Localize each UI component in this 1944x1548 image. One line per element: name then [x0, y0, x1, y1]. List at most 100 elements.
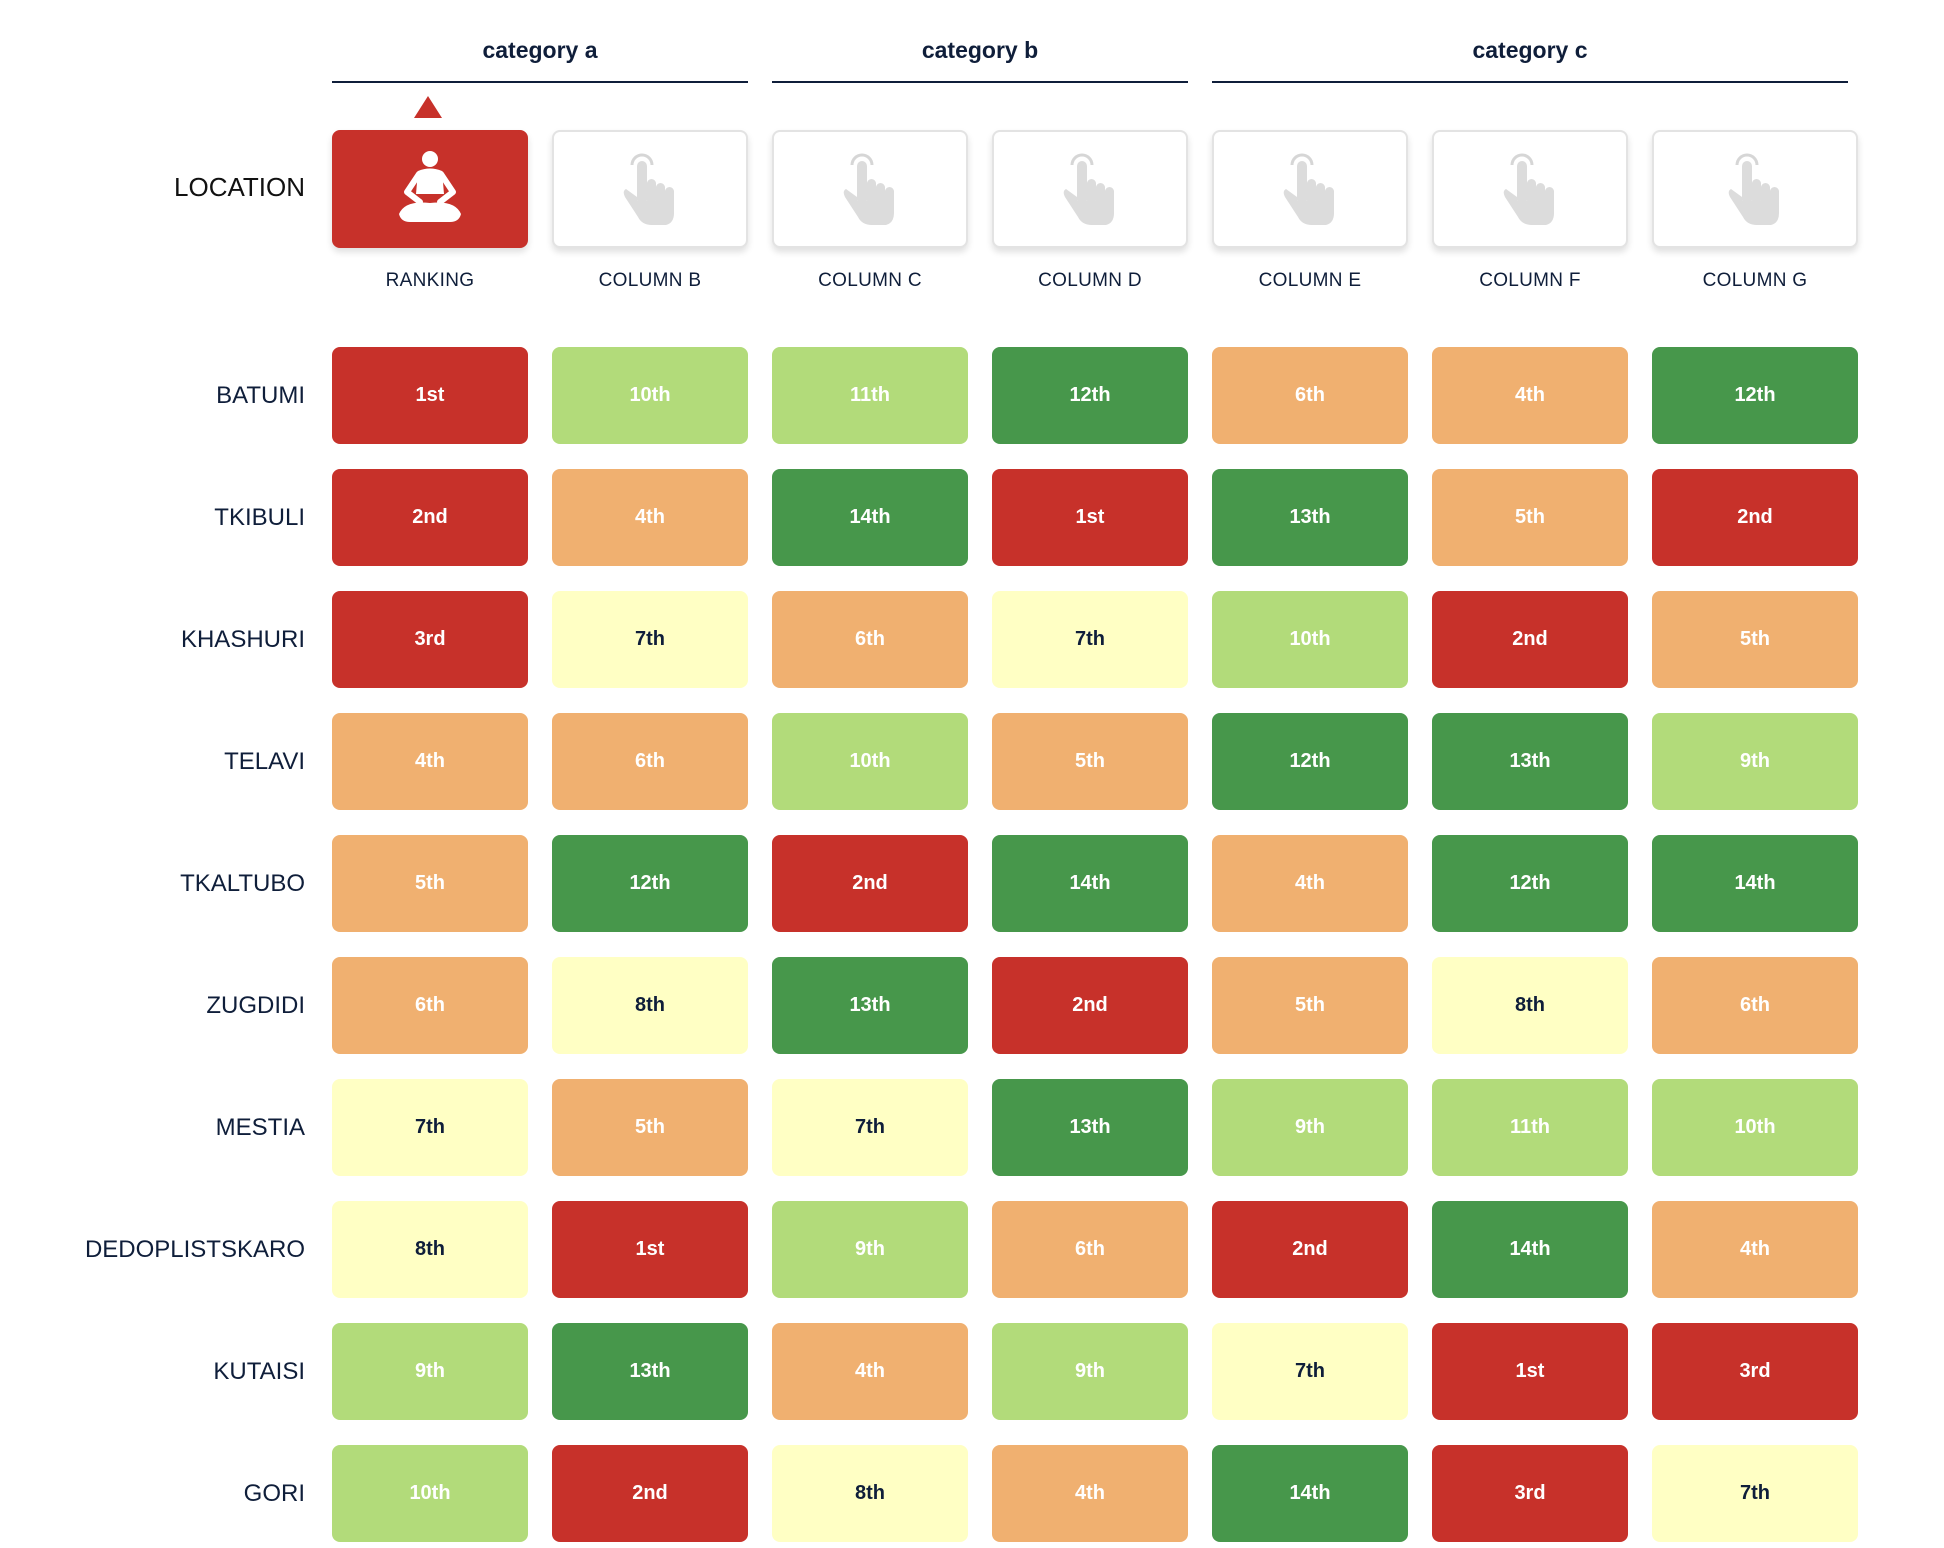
rank-cell-mestia-ranking: 7th: [332, 1079, 528, 1176]
meditation-icon: [399, 151, 461, 222]
location-column-header: LOCATION: [174, 172, 305, 202]
rank-cell-kutaisi-b: 13th: [552, 1323, 748, 1420]
column-c-sort-button[interactable]: [772, 130, 968, 248]
row-label-batumi: BATUMI: [216, 381, 305, 409]
rank-cell-telavi-b: 6th: [552, 713, 748, 810]
column-f-sort-button[interactable]: [1432, 130, 1628, 248]
rank-cell-khashuri-e: 10th: [1212, 591, 1408, 688]
category-header-a: category a: [332, 33, 748, 83]
rank-cell-gori-f: 3rd: [1432, 1445, 1628, 1542]
rank-cell-dedoplistskaro-e: 2nd: [1212, 1201, 1408, 1298]
rank-cell-gori-g: 7th: [1652, 1445, 1858, 1542]
rank-cell-mestia-c: 7th: [772, 1079, 968, 1176]
rank-cell-zugdidi-e: 5th: [1212, 957, 1408, 1054]
rank-cell-telavi-e: 12th: [1212, 713, 1408, 810]
rank-cell-tkaltubo-b: 12th: [552, 835, 748, 932]
rank-cell-tkaltubo-g: 14th: [1652, 835, 1858, 932]
rank-cell-khashuri-d: 7th: [992, 591, 1188, 688]
column-e-sort-button[interactable]: [1212, 130, 1408, 248]
rank-cell-gori-b: 2nd: [552, 1445, 748, 1542]
rank-cell-kutaisi-f: 1st: [1432, 1323, 1628, 1420]
tap-hand-icon: [1283, 153, 1334, 225]
rank-cell-tkibuli-b: 4th: [552, 469, 748, 566]
rank-cell-zugdidi-f: 8th: [1432, 957, 1628, 1054]
rank-cell-tkaltubo-f: 12th: [1432, 835, 1628, 932]
rank-cell-mestia-e: 9th: [1212, 1079, 1408, 1176]
sort-ascending-icon[interactable]: [414, 96, 442, 118]
rank-cell-batumi-e: 6th: [1212, 347, 1408, 444]
rank-cell-gori-d: 4th: [992, 1445, 1188, 1542]
rank-cell-telavi-c: 10th: [772, 713, 968, 810]
row-label-gori: GORI: [243, 1479, 305, 1507]
rank-cell-kutaisi-d: 9th: [992, 1323, 1188, 1420]
rank-cell-batumi-f: 4th: [1432, 347, 1628, 444]
rank-cell-telavi-g: 9th: [1652, 713, 1858, 810]
rank-cell-tkibuli-f: 5th: [1432, 469, 1628, 566]
row-label-mestia: MESTIA: [215, 1113, 305, 1141]
rank-cell-tkibuli-c: 14th: [772, 469, 968, 566]
rank-cell-tkaltubo-ranking: 5th: [332, 835, 528, 932]
rank-cell-batumi-b: 10th: [552, 347, 748, 444]
rank-cell-zugdidi-ranking: 6th: [332, 957, 528, 1054]
rank-cell-tkaltubo-d: 14th: [992, 835, 1188, 932]
row-label-tkibuli: TKIBULI: [214, 503, 305, 531]
rank-cell-gori-ranking: 10th: [332, 1445, 528, 1542]
column-label-ranking: RANKING: [385, 270, 475, 291]
rank-cell-tkibuli-g: 2nd: [1652, 469, 1858, 566]
rank-cell-zugdidi-c: 13th: [772, 957, 968, 1054]
rank-cell-dedoplistskaro-f: 14th: [1432, 1201, 1628, 1298]
rank-cell-tkibuli-e: 13th: [1212, 469, 1408, 566]
rank-cell-mestia-g: 10th: [1652, 1079, 1858, 1176]
rank-cell-mestia-b: 5th: [552, 1079, 748, 1176]
rank-cell-batumi-c: 11th: [772, 347, 968, 444]
rank-cell-mestia-f: 11th: [1432, 1079, 1628, 1176]
rank-cell-batumi-g: 12th: [1652, 347, 1858, 444]
rank-cell-khashuri-b: 7th: [552, 591, 748, 688]
rank-cell-tkibuli-d: 1st: [992, 469, 1188, 566]
column-label-e: COLUMN E: [1258, 270, 1362, 291]
rank-cell-khashuri-f: 2nd: [1432, 591, 1628, 688]
column-d-sort-button[interactable]: [992, 130, 1188, 248]
tap-hand-icon: [1063, 153, 1114, 225]
category-header-b: category b: [772, 33, 1188, 83]
row-label-dedoplistskaro: DEDOPLISTSKARO: [84, 1235, 305, 1263]
column-b-sort-button[interactable]: [552, 130, 748, 248]
rank-cell-kutaisi-c: 4th: [772, 1323, 968, 1420]
tap-hand-icon: [1728, 153, 1779, 225]
rank-cell-khashuri-ranking: 3rd: [332, 591, 528, 688]
rank-cell-telavi-f: 13th: [1432, 713, 1628, 810]
category-header-c: category c: [1212, 33, 1848, 83]
column-label-f: COLUMN F: [1479, 270, 1581, 291]
rank-cell-mestia-d: 13th: [992, 1079, 1188, 1176]
rank-cell-batumi-ranking: 1st: [332, 347, 528, 444]
rank-cell-kutaisi-g: 3rd: [1652, 1323, 1858, 1420]
rank-cell-dedoplistskaro-d: 6th: [992, 1201, 1188, 1298]
column-g-sort-button[interactable]: [1652, 130, 1858, 248]
rank-cell-gori-c: 8th: [772, 1445, 968, 1542]
row-label-telavi: TELAVI: [224, 747, 305, 775]
rank-cell-kutaisi-e: 7th: [1212, 1323, 1408, 1420]
rank-cell-dedoplistskaro-c: 9th: [772, 1201, 968, 1298]
row-label-khashuri: KHASHURI: [180, 625, 305, 653]
column-label-c: COLUMN C: [818, 270, 922, 291]
rank-cell-zugdidi-d: 2nd: [992, 957, 1188, 1054]
rank-cell-tkibuli-ranking: 2nd: [332, 469, 528, 566]
rank-cell-gori-e: 14th: [1212, 1445, 1408, 1542]
column-label-g: COLUMN G: [1702, 270, 1808, 291]
rank-cell-tkaltubo-c: 2nd: [772, 835, 968, 932]
rank-cell-zugdidi-b: 8th: [552, 957, 748, 1054]
tap-hand-icon: [623, 153, 674, 225]
tap-hand-icon: [1503, 153, 1554, 225]
rank-cell-dedoplistskaro-g: 4th: [1652, 1201, 1858, 1298]
rank-cell-tkaltubo-e: 4th: [1212, 835, 1408, 932]
rank-cell-kutaisi-ranking: 9th: [332, 1323, 528, 1420]
rank-cell-khashuri-g: 5th: [1652, 591, 1858, 688]
ranking-sort-button[interactable]: [332, 130, 528, 248]
rank-cell-telavi-d: 5th: [992, 713, 1188, 810]
row-label-tkaltubo: TKALTUBO: [180, 869, 305, 897]
rank-cell-zugdidi-g: 6th: [1652, 957, 1858, 1054]
tap-hand-icon: [843, 153, 894, 225]
rank-cell-dedoplistskaro-ranking: 8th: [332, 1201, 528, 1298]
row-label-kutaisi: KUTAISI: [213, 1357, 305, 1385]
rank-cell-telavi-ranking: 4th: [332, 713, 528, 810]
